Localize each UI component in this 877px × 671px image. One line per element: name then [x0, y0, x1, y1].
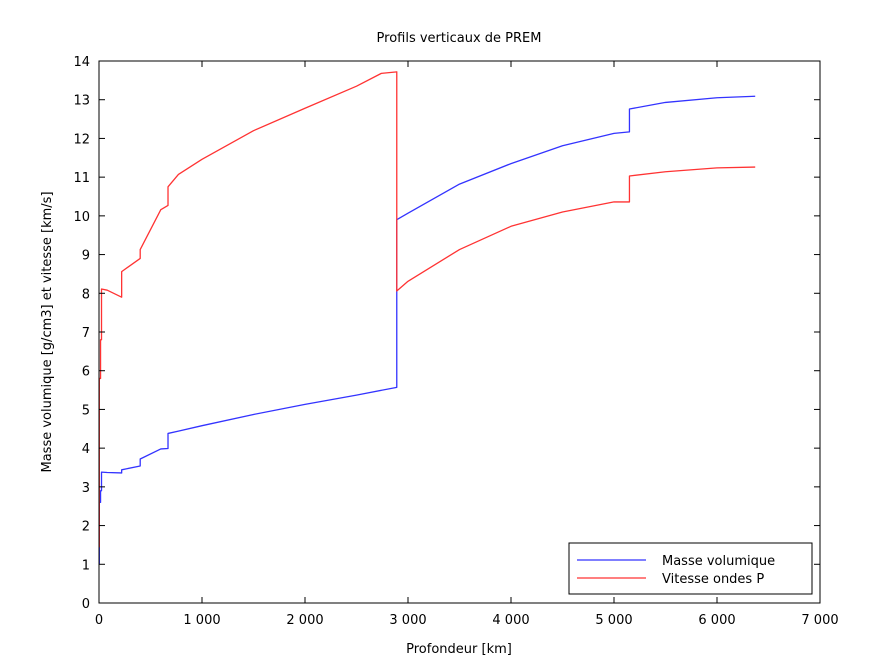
- legend: Masse volumique Vitesse ondes P: [568, 542, 813, 595]
- y-tick-label: 14: [73, 55, 90, 70]
- x-tick-label: 3 000: [389, 613, 426, 628]
- y-axis-label: Masse volumique [g/cm3] et vitesse [km/s…: [40, 191, 55, 472]
- chart-title: Profils verticaux de PREM: [377, 31, 542, 46]
- x-tick-label: 0: [95, 613, 103, 628]
- x-tick-label: 1 000: [183, 613, 220, 628]
- y-tick-label: 2: [82, 520, 90, 535]
- y-tick-label: 3: [82, 481, 90, 496]
- y-tick-label: 13: [73, 94, 90, 109]
- series-line-masse-volumique: [98, 95, 756, 565]
- legend-label-vitesse-ondes-p: Vitesse ondes P: [662, 572, 764, 587]
- y-tick-label: 8: [82, 287, 90, 302]
- y-tick-label: 7: [82, 326, 90, 341]
- x-tick-label: 7 000: [801, 613, 838, 628]
- legend-box: [568, 542, 813, 595]
- y-tick-label: 9: [82, 249, 90, 264]
- x-tick-label: 2 000: [286, 613, 323, 628]
- y-tick-label: 5: [82, 403, 90, 418]
- y-tick-label: 12: [73, 132, 90, 147]
- y-tick-label: 1: [82, 558, 90, 573]
- x-tick-label: 4 000: [492, 613, 529, 628]
- y-tick-label: 0: [82, 597, 90, 612]
- x-tick-label: 6 000: [698, 613, 735, 628]
- series-layer: [98, 71, 756, 565]
- x-tick-label: 5 000: [595, 613, 632, 628]
- series-line-vitesse-ondes-p: [98, 71, 756, 548]
- y-tick-label: 6: [82, 365, 90, 380]
- x-axis: 0 1 000 2 000 3 000 4 000 5 000 6 000 7 000: [95, 61, 839, 628]
- legend-label-masse-volumique: Masse volumique: [662, 554, 775, 569]
- x-axis-label: Profondeur [km]: [406, 642, 512, 657]
- y-tick-label: 11: [73, 171, 90, 186]
- y-tick-label: 10: [73, 210, 90, 225]
- y-tick-label: 4: [82, 442, 90, 457]
